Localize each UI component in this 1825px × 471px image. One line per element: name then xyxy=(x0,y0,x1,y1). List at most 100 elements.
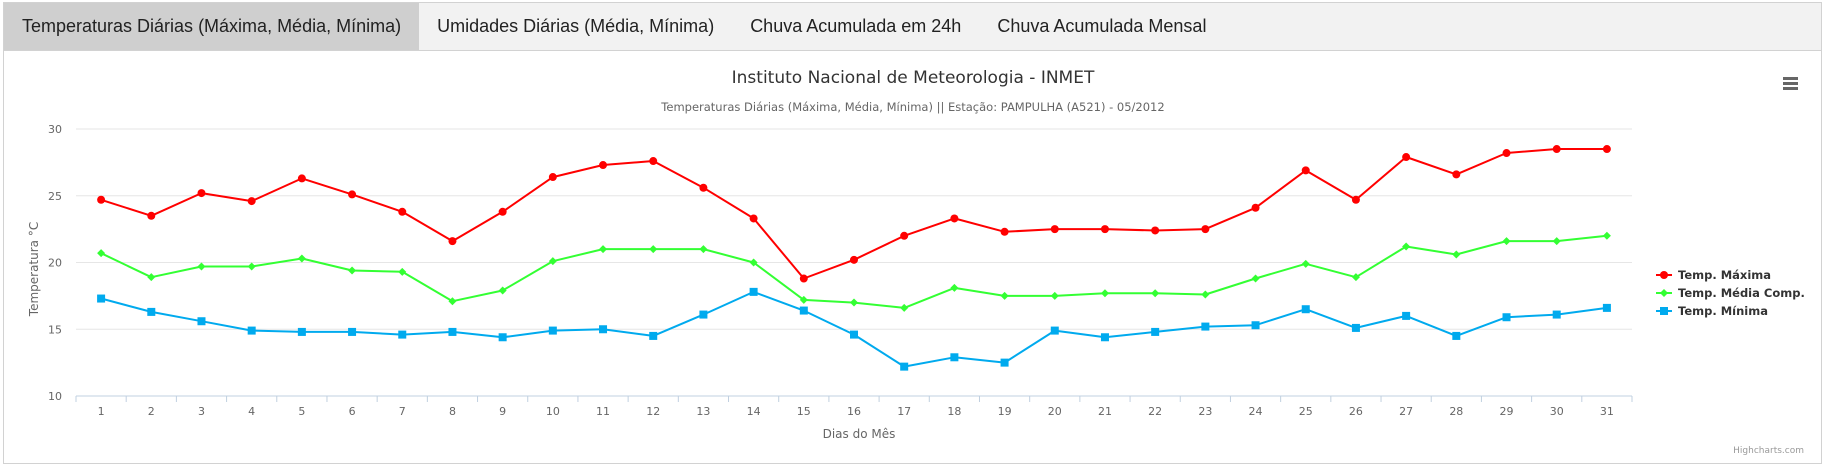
data-point[interactable] xyxy=(950,283,959,292)
data-point[interactable] xyxy=(749,287,758,296)
data-point[interactable] xyxy=(850,255,858,264)
data-point[interactable] xyxy=(1301,259,1310,268)
data-point[interactable] xyxy=(1402,153,1411,162)
data-point[interactable] xyxy=(1602,145,1611,154)
data-point[interactable] xyxy=(297,327,306,336)
data-point[interactable] xyxy=(297,174,306,183)
data-point[interactable] xyxy=(850,330,858,339)
data-point[interactable] xyxy=(799,295,808,304)
data-point[interactable] xyxy=(699,183,708,192)
data-point[interactable] xyxy=(1552,237,1561,246)
data-point[interactable] xyxy=(548,326,557,335)
data-point[interactable] xyxy=(850,298,858,307)
data-point[interactable] xyxy=(1301,305,1310,314)
data-point[interactable] xyxy=(749,258,758,267)
data-point[interactable] xyxy=(1151,289,1160,298)
data-point[interactable] xyxy=(799,306,808,315)
data-point[interactable] xyxy=(197,317,206,326)
data-point[interactable] xyxy=(1201,225,1210,234)
data-point[interactable] xyxy=(599,325,608,334)
legend-marker[interactable] xyxy=(1660,271,1668,279)
data-point[interactable] xyxy=(1502,149,1511,158)
data-point[interactable] xyxy=(498,207,507,216)
data-point[interactable] xyxy=(1000,358,1009,367)
data-point[interactable] xyxy=(1402,311,1411,320)
data-point[interactable] xyxy=(1000,291,1009,300)
tab-chuva-mensal[interactable]: Chuva Acumulada Mensal xyxy=(997,16,1207,36)
data-point[interactable] xyxy=(398,207,407,216)
data-point[interactable] xyxy=(1552,310,1561,319)
data-point[interactable] xyxy=(1452,250,1461,259)
data-point[interactable] xyxy=(1602,231,1611,240)
data-point[interactable] xyxy=(950,353,959,362)
data-point[interactable] xyxy=(1050,291,1059,300)
series-line[interactable] xyxy=(100,234,1608,309)
data-point[interactable] xyxy=(1402,242,1411,251)
data-point[interactable] xyxy=(1201,322,1210,331)
data-point[interactable] xyxy=(348,266,357,275)
data-point[interactable] xyxy=(1502,313,1511,322)
data-point[interactable] xyxy=(197,189,206,198)
data-point[interactable] xyxy=(1452,170,1461,179)
credits-link[interactable]: Highcharts.com xyxy=(1733,446,1804,456)
data-point[interactable] xyxy=(448,327,457,336)
data-point[interactable] xyxy=(1251,274,1260,283)
data-point[interactable] xyxy=(247,262,256,271)
data-point[interactable] xyxy=(147,307,156,316)
legend-item-temp-media-comp[interactable]: Temp. Média Comp. xyxy=(1656,286,1805,300)
tab-umidades[interactable]: Umidades Diárias (Média, Mínima) xyxy=(437,16,715,36)
data-point[interactable] xyxy=(1100,333,1109,342)
data-point[interactable] xyxy=(1351,273,1360,282)
data-point[interactable] xyxy=(97,249,106,258)
data-point[interactable] xyxy=(900,362,909,371)
data-point[interactable] xyxy=(147,273,156,282)
data-point[interactable] xyxy=(97,294,106,303)
data-point[interactable] xyxy=(799,274,808,283)
data-point[interactable] xyxy=(197,262,206,271)
data-point[interactable] xyxy=(247,326,256,335)
data-point[interactable] xyxy=(900,303,909,312)
hamburger-menu-icon[interactable] xyxy=(1779,74,1803,96)
data-point[interactable] xyxy=(1050,225,1059,234)
data-point[interactable] xyxy=(1251,321,1260,330)
data-point[interactable] xyxy=(900,231,909,240)
data-point[interactable] xyxy=(1251,203,1260,212)
data-point[interactable] xyxy=(1151,226,1160,235)
data-point[interactable] xyxy=(448,237,457,246)
data-point[interactable] xyxy=(1452,331,1461,340)
data-point[interactable] xyxy=(348,190,357,199)
data-point[interactable] xyxy=(498,286,507,295)
data-point[interactable] xyxy=(699,245,708,254)
data-point[interactable] xyxy=(1201,290,1210,299)
data-point[interactable] xyxy=(1602,303,1611,312)
data-point[interactable] xyxy=(649,331,658,340)
data-point[interactable] xyxy=(498,333,507,342)
data-point[interactable] xyxy=(649,157,658,166)
data-point[interactable] xyxy=(348,327,357,336)
legend-marker[interactable] xyxy=(1660,289,1668,297)
data-point[interactable] xyxy=(950,214,959,223)
data-point[interactable] xyxy=(1100,289,1109,298)
data-point[interactable] xyxy=(1000,227,1009,236)
data-point[interactable] xyxy=(1100,225,1109,234)
tab-chuva-24h[interactable]: Chuva Acumulada em 24h xyxy=(750,16,962,36)
data-point[interactable] xyxy=(649,245,658,254)
data-point[interactable] xyxy=(1301,166,1310,175)
data-point[interactable] xyxy=(1552,145,1561,154)
tab-temperaturas[interactable]: Temperaturas Diárias (Máxima, Média, Mín… xyxy=(4,3,420,50)
data-point[interactable] xyxy=(599,161,608,170)
data-point[interactable] xyxy=(1151,327,1160,336)
data-point[interactable] xyxy=(448,297,457,306)
data-point[interactable] xyxy=(599,245,608,254)
data-point[interactable] xyxy=(699,310,708,319)
legend-marker[interactable] xyxy=(1660,307,1668,315)
data-point[interactable] xyxy=(398,330,407,339)
legend-item-temp-maxima[interactable]: Temp. Máxima xyxy=(1656,268,1771,282)
data-point[interactable] xyxy=(548,257,557,266)
legend-item-temp-minima[interactable]: Temp. Mínima xyxy=(1656,304,1768,318)
data-point[interactable] xyxy=(147,211,156,220)
data-point[interactable] xyxy=(548,173,557,182)
data-point[interactable] xyxy=(297,254,306,263)
data-point[interactable] xyxy=(247,197,256,206)
data-point[interactable] xyxy=(1502,237,1511,246)
